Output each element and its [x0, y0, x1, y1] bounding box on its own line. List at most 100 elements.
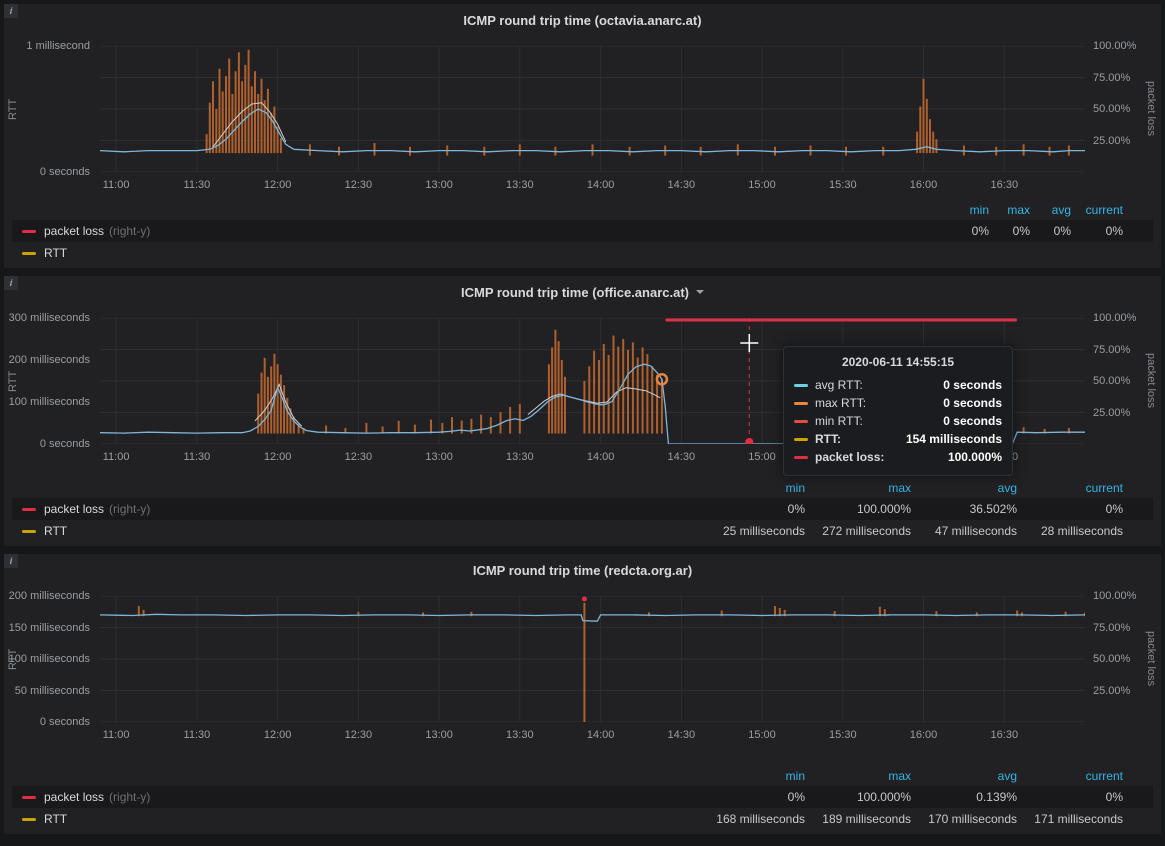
series-name-packet-loss[interactable]: packet loss [44, 224, 105, 238]
x-tick-label: 13:00 [425, 451, 453, 463]
tooltip-row: packet loss: 100.000% [794, 448, 1002, 466]
legend-row-rtt: RTT 168 milliseconds 189 milliseconds 17… [12, 808, 1153, 830]
chart-redcta[interactable] [100, 596, 1085, 722]
panel-info-icon[interactable]: i [4, 276, 18, 290]
tooltip-series-value: 0 seconds [943, 414, 1002, 428]
x-tick-label: 15:00 [748, 729, 776, 741]
series-name-packet-loss[interactable]: packet loss [44, 502, 105, 516]
tooltip-row: min RTT: 0 seconds [794, 412, 1002, 430]
y-tick-label: 25.00% [1093, 134, 1131, 147]
x-axis-ticks: 11:00 11:30 12:00 12:30 13:00 13:30 14:00 14:30… [100, 726, 1085, 744]
legend-row-packet-loss: packet loss (right-y) 0% 100.000% 36.502… [12, 498, 1153, 520]
x-tick-label: 16:00 [909, 729, 938, 741]
x-tick-label: 15:30 [829, 179, 857, 191]
y-tick-label: 100 milliseconds [8, 653, 90, 665]
legend-header-current[interactable]: current [1085, 481, 1123, 495]
panel-title[interactable]: ICMP round trip time (redcta.org.ar) [473, 563, 692, 578]
x-tick-label: 16:30 [990, 729, 1019, 741]
x-tick-label: 15:00 [748, 179, 776, 191]
x-tick-label: 11:30 [183, 179, 211, 191]
series-color-dash [22, 529, 36, 533]
y-tick-label: 75.00% [1093, 71, 1131, 84]
legend-header-max[interactable]: max [888, 769, 911, 783]
series-color-dash [22, 251, 36, 255]
series-name-rtt[interactable]: RTT [44, 524, 68, 538]
legend-header-min[interactable]: min [785, 769, 805, 783]
series-name-rtt[interactable]: RTT [44, 812, 68, 826]
tooltip-timestamp: 2020-06-11 14:55:15 [841, 355, 955, 369]
x-tick-label: 14:00 [586, 729, 615, 741]
x-tick-label: 12:00 [263, 451, 292, 463]
tooltip-row: avg RTT: 0 seconds [794, 376, 1002, 394]
right-axis-title: packet loss [1145, 353, 1157, 409]
x-tick-label: 12:30 [344, 451, 373, 463]
panel-office: i ICMP round trip time (office.anarc.at)… [4, 276, 1161, 546]
x-tick-label: 11:00 [102, 179, 130, 191]
tooltip-row: max RTT: 0 seconds [794, 394, 1002, 412]
x-tick-label: 14:30 [667, 179, 696, 191]
stat-max: 189 milliseconds [822, 812, 911, 826]
right-axis-title: packet loss [1145, 81, 1157, 137]
legend-header-min[interactable]: min [969, 203, 989, 217]
right-axis-ticks: 100.00% 75.00% 50.00% 25.00% [1091, 312, 1143, 444]
series-name-rtt[interactable]: RTT [44, 246, 68, 260]
x-tick-label: 14:30 [667, 729, 696, 741]
x-axis-ticks: 11:00 11:30 12:00 12:30 13:00 13:30 14:00 14:30… [100, 176, 1085, 194]
stat-current: 0% [1105, 502, 1123, 516]
tooltip-series-label: avg RTT: [815, 378, 863, 392]
legend: min max avg current packet loss (right-y… [12, 478, 1153, 542]
tooltip-series-value: 0 seconds [943, 396, 1002, 410]
tooltip-row: RTT: 154 milliseconds [794, 430, 1002, 448]
series-color-dash [22, 507, 36, 511]
legend-header-max[interactable]: max [888, 481, 911, 495]
series-name-packet-loss[interactable]: packet loss [44, 790, 105, 804]
left-axis-ticks: 1 millisecond 0 seconds [4, 40, 94, 178]
y-tick-label: 200 milliseconds [8, 590, 90, 602]
stat-max: 100.000% [856, 790, 911, 804]
stat-avg: 0.139% [976, 790, 1017, 804]
series-axis-note: (right-y) [109, 224, 151, 238]
stat-min: 25 milliseconds [722, 524, 805, 538]
legend-headers: min max avg current [12, 478, 1153, 498]
panel-title[interactable]: ICMP round trip time (office.anarc.at) [461, 285, 704, 300]
series-axis-note: (right-y) [109, 790, 151, 804]
tooltip-series-label: max RTT: [815, 396, 867, 410]
panel-header: ICMP round trip time (office.anarc.at) [4, 276, 1161, 308]
legend-header-avg[interactable]: avg [1051, 203, 1071, 217]
tooltip-series-value: 100.000% [947, 450, 1002, 464]
legend-header-current[interactable]: current [1085, 203, 1123, 217]
series-color-dash [794, 383, 808, 387]
panel-info-icon[interactable]: i [4, 554, 18, 568]
legend-header-avg[interactable]: avg [997, 481, 1017, 495]
x-tick-label: 15:30 [829, 729, 857, 741]
legend-header-max[interactable]: max [1007, 203, 1030, 217]
series-color-dash [22, 817, 36, 821]
stat-current: 0% [1105, 790, 1123, 804]
legend-header-current[interactable]: current [1085, 769, 1123, 783]
y-tick-label: 100.00% [1093, 40, 1137, 52]
legend-header-min[interactable]: min [785, 481, 805, 495]
legend-row-rtt: RTT 25 milliseconds 272 milliseconds 47 … [12, 520, 1153, 542]
series-axis-note: (right-y) [109, 502, 151, 516]
legend: min max avg current packet loss (right-y… [12, 200, 1153, 264]
chart-office[interactable] [100, 318, 1085, 444]
legend: min max avg current packet loss (right-y… [12, 766, 1153, 830]
left-axis-ticks: 300 milliseconds 200 milliseconds 100 mill… [4, 312, 94, 450]
y-tick-label: 25.00% [1093, 684, 1131, 697]
y-tick-label: 0 seconds [39, 166, 90, 178]
legend-row-packet-loss: packet loss (right-y) 0% 100.000% 0.139%… [12, 786, 1153, 808]
y-tick-label: 1 millisecond [26, 40, 90, 52]
panel-menu-caret-icon[interactable] [696, 290, 704, 294]
x-tick-label: 16:00 [909, 179, 938, 191]
legend-header-avg[interactable]: avg [997, 769, 1017, 783]
x-tick-label: 13:30 [506, 451, 534, 463]
x-tick-label: 13:30 [506, 729, 534, 741]
legend-headers: min max avg current [12, 200, 1153, 220]
panel-info-icon[interactable]: i [4, 4, 18, 18]
chart-octavia[interactable] [100, 46, 1085, 172]
y-tick-label: 75.00% [1093, 343, 1131, 356]
panel-title[interactable]: ICMP round trip time (octavia.anarc.at) [463, 13, 701, 28]
tooltip-series-value: 0 seconds [943, 378, 1002, 392]
x-tick-label: 11:00 [102, 451, 130, 463]
